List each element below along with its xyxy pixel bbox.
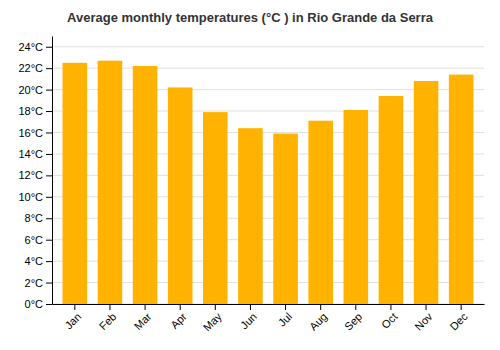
x-tick-mark: [215, 304, 216, 310]
x-tick: Jan: [62, 304, 83, 331]
y-tick-mark: [46, 154, 52, 155]
grid-line: [52, 46, 484, 47]
x-tick-mark: [250, 304, 251, 310]
x-tick-label: Oct: [379, 310, 400, 331]
y-tick-mark: [46, 197, 52, 198]
bar: [344, 110, 369, 304]
y-tick: 18°C: [18, 105, 52, 117]
bar: [273, 134, 298, 304]
y-tick: 2°C: [25, 277, 52, 289]
bar: [203, 112, 228, 304]
y-tick-mark: [46, 240, 52, 241]
x-tick-mark: [145, 304, 146, 310]
bar: [379, 96, 404, 304]
x-tick: Sep: [342, 304, 364, 333]
grid: [52, 47, 484, 304]
y-tick-label: 10°C: [18, 191, 43, 203]
x-tick: Apr: [168, 304, 189, 331]
y-tick-mark: [46, 304, 52, 305]
y-tick-label: 12°C: [18, 169, 43, 181]
x-tick-label: May: [201, 310, 225, 334]
y-tick-label: 6°C: [25, 234, 44, 246]
chart: Average monthly temperatures (°C ) in Ri…: [0, 0, 500, 350]
y-tick-label: 14°C: [18, 148, 43, 160]
y-tick-label: 0°C: [25, 298, 44, 310]
x-tick-mark: [74, 304, 75, 310]
x-tick: Jun: [238, 304, 259, 331]
y-tick-label: 24°C: [18, 41, 43, 53]
bars: [63, 61, 474, 304]
x-tick-label: Jun: [238, 310, 259, 331]
bar: [168, 87, 193, 304]
x-tick-mark: [320, 304, 321, 310]
y-tick-label: 18°C: [18, 105, 43, 117]
y-tick: 6°C: [25, 234, 52, 246]
x-tick: May: [201, 304, 225, 333]
x-tick: Dec: [447, 304, 470, 333]
y-tick-label: 22°C: [18, 62, 43, 74]
y-tick: 4°C: [25, 255, 52, 267]
x-axis: Jan Feb Mar Apr May Jun Jul Aug Sep Oct Nov Dec: [53, 304, 485, 333]
y-tick: 10°C: [18, 191, 52, 203]
y-tick-mark: [46, 111, 52, 112]
y-tick: 8°C: [25, 212, 52, 224]
bar: [133, 66, 158, 304]
y-axis: 0°C 2°C 4°C 6°C 8°C 10°C 12°C 14°C 16°C 18°C 20°C 2…: [18, 37, 52, 311]
x-tick-label: Feb: [97, 310, 119, 332]
x-tick-mark: [355, 304, 356, 310]
y-tick-label: 20°C: [18, 84, 43, 96]
x-tick-label: Apr: [168, 310, 189, 331]
x-axis-line: [53, 304, 485, 305]
y-tick-label: 2°C: [25, 277, 44, 289]
y-tick-mark: [46, 68, 52, 69]
y-tick-mark: [46, 218, 52, 219]
y-tick-mark: [46, 261, 52, 262]
y-tick: 24°C: [18, 41, 52, 53]
x-tick: Mar: [132, 304, 154, 332]
x-tick-mark: [180, 304, 181, 310]
y-tick-label: 4°C: [25, 255, 44, 267]
x-tick-label: Jul: [276, 310, 294, 328]
x-tick: Jul: [276, 304, 294, 329]
bar: [449, 75, 474, 304]
y-tick-label: 8°C: [25, 212, 44, 224]
y-tick-mark: [46, 283, 52, 284]
bar: [414, 81, 439, 304]
bar: [63, 63, 88, 304]
x-tick-label: Nov: [412, 310, 435, 333]
y-tick-mark: [46, 132, 52, 133]
x-tick: Feb: [97, 304, 119, 332]
x-tick: Oct: [379, 304, 400, 331]
plot: 0°C 2°C 4°C 6°C 8°C 10°C 12°C 14°C 16°C 18°C 20°C 2…: [18, 37, 484, 334]
y-axis-line: [52, 37, 53, 305]
x-tick-label: Dec: [447, 310, 470, 333]
title: Average monthly temperatures (°C ) in Ri…: [67, 10, 434, 25]
bar: [98, 61, 123, 304]
x-tick-mark: [285, 304, 286, 310]
y-tick-label: 16°C: [18, 127, 43, 139]
y-tick: 20°C: [18, 84, 52, 96]
y-tick-mark: [46, 90, 52, 91]
x-tick-mark: [109, 304, 110, 310]
x-tick: Nov: [412, 304, 435, 333]
y-tick: 14°C: [18, 148, 52, 160]
x-tick-mark: [390, 304, 391, 310]
y-tick-mark: [46, 47, 52, 48]
x-tick: Aug: [307, 304, 329, 333]
y-tick-mark: [46, 175, 52, 176]
x-tick-label: Sep: [342, 310, 364, 332]
y-tick: 0°C: [25, 298, 52, 310]
y-tick: 16°C: [18, 127, 52, 139]
x-tick-label: Aug: [307, 310, 329, 332]
x-tick-label: Mar: [132, 310, 154, 332]
bar: [308, 121, 333, 304]
y-tick: 22°C: [18, 62, 52, 74]
x-tick-label: Jan: [62, 310, 83, 331]
y-tick: 12°C: [18, 169, 52, 181]
x-tick-mark: [461, 304, 462, 310]
bar: [238, 128, 263, 304]
x-tick-mark: [426, 304, 427, 310]
